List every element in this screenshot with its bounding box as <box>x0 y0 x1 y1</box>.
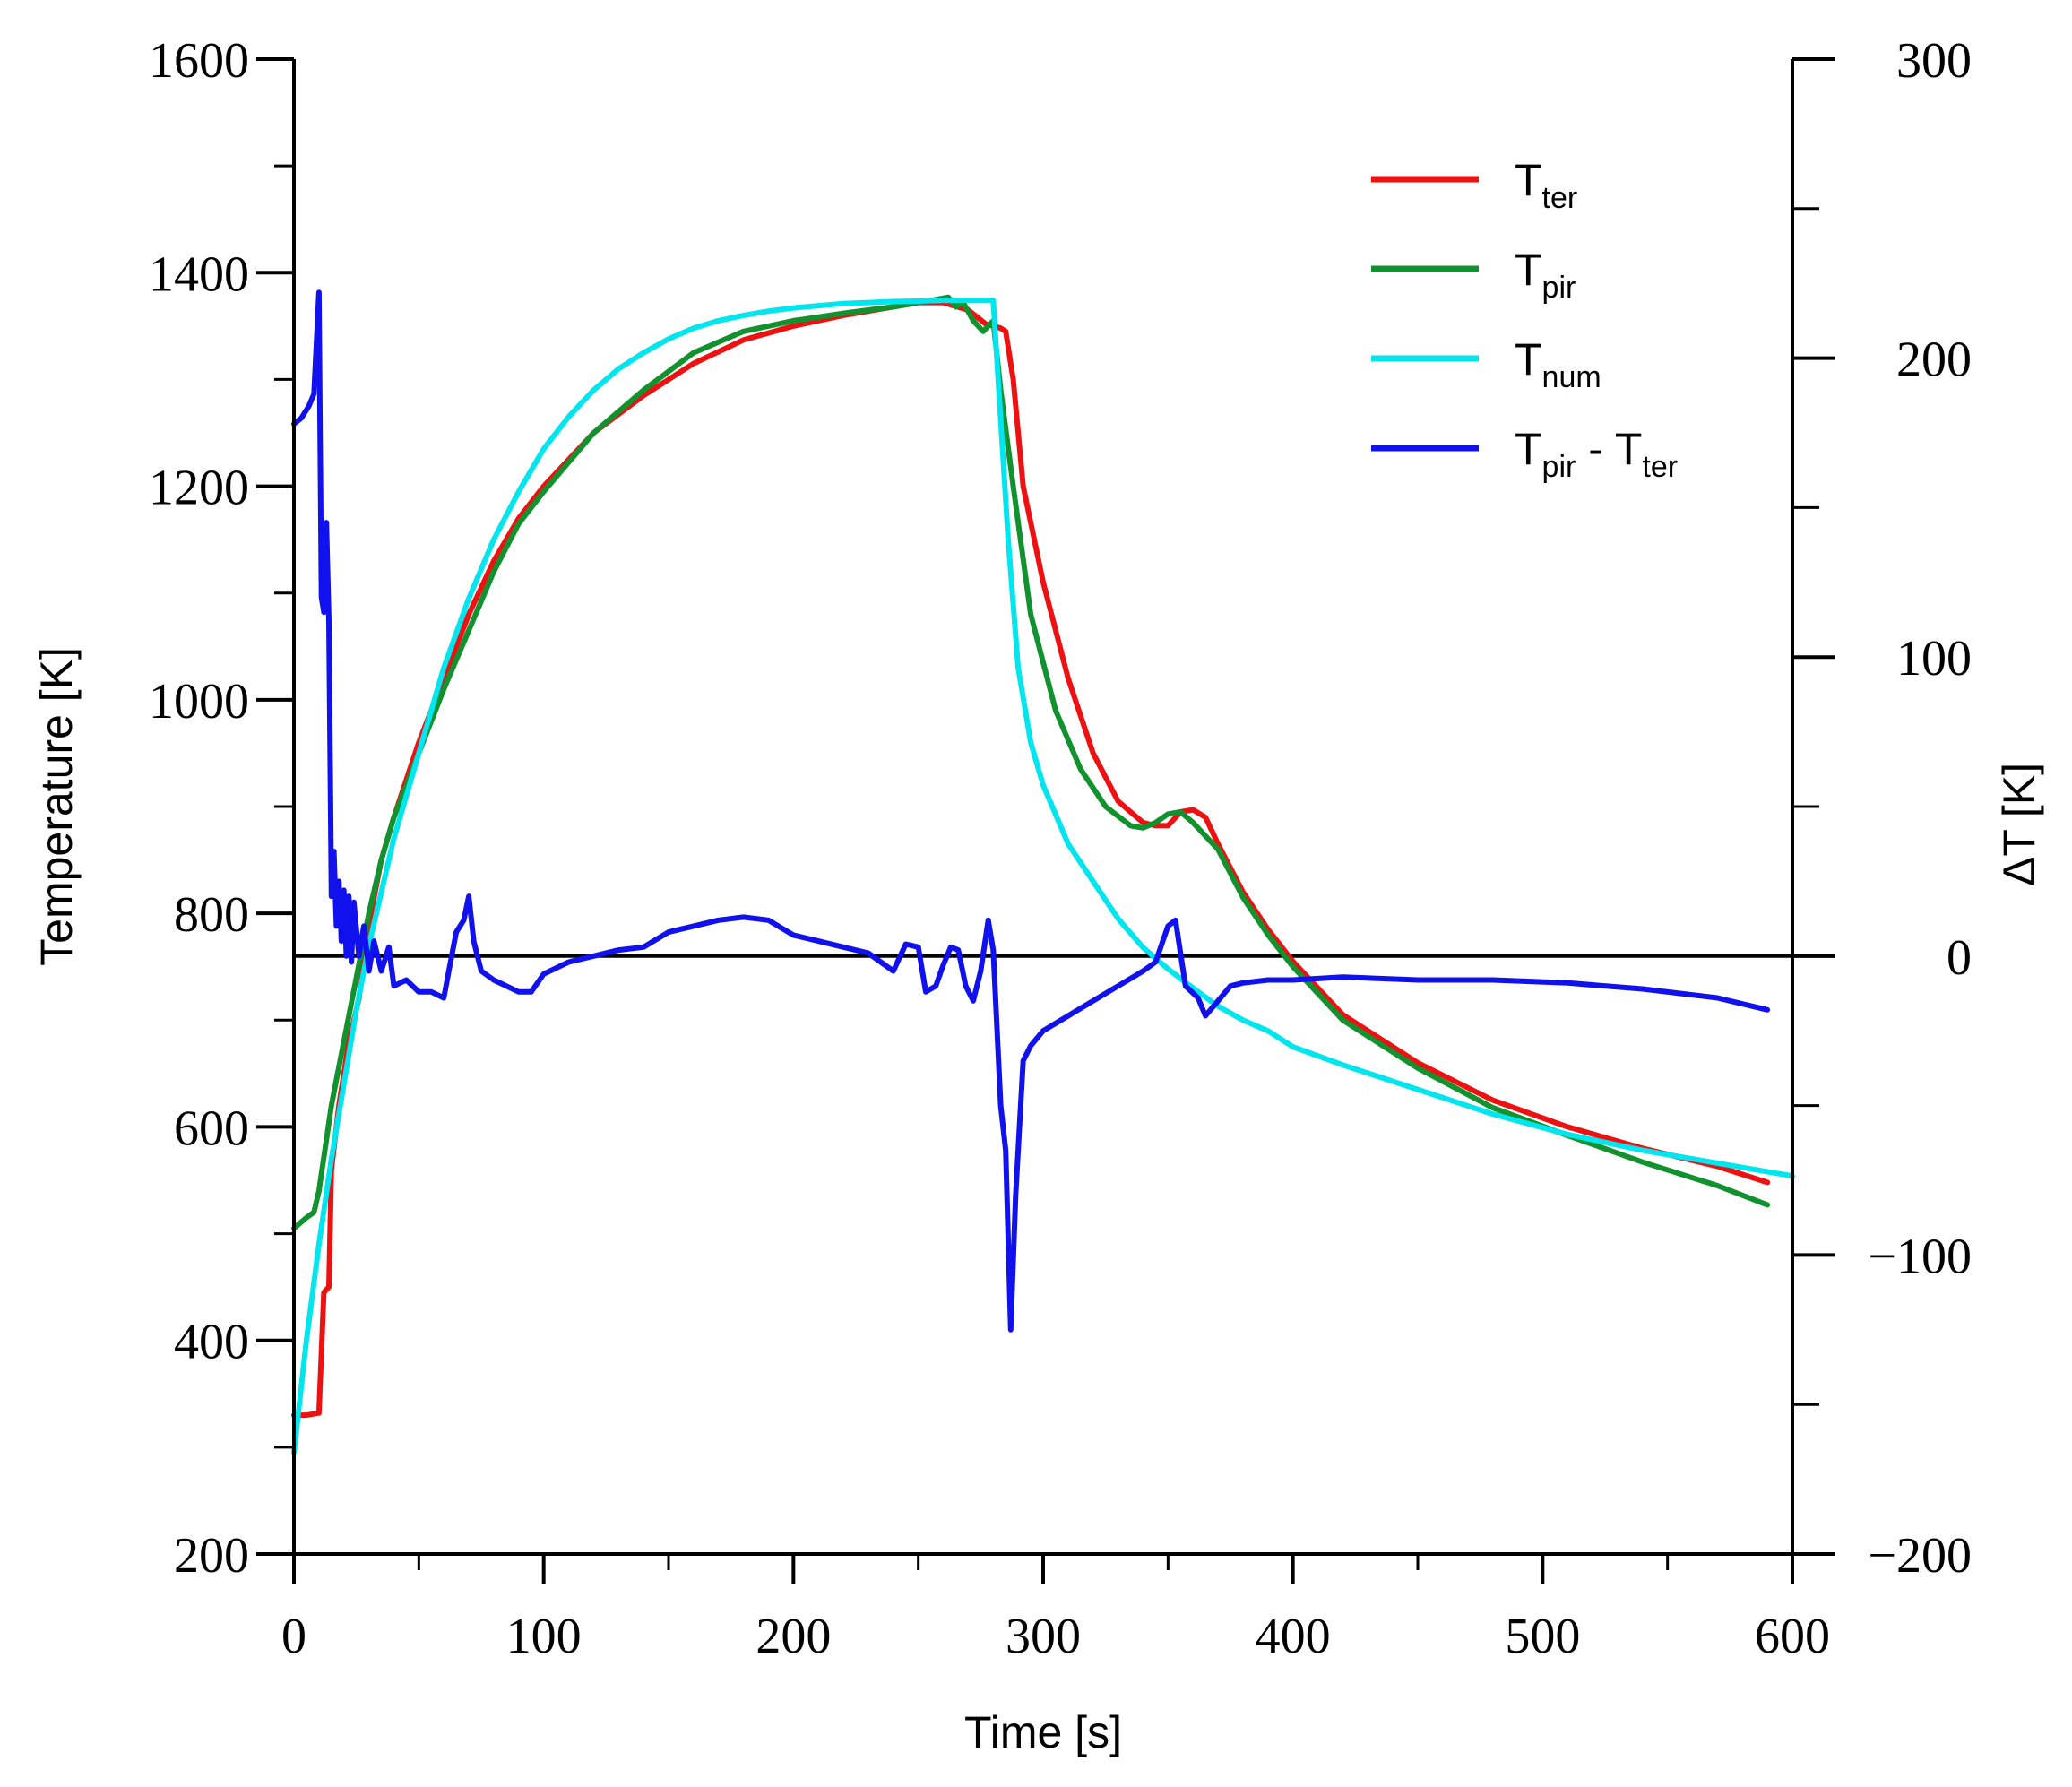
y-left-tick-label: 600 <box>174 1101 249 1156</box>
y-left-tick-label: 200 <box>174 1528 249 1584</box>
y-right-tick-label: 0 <box>1947 930 1972 986</box>
x-tick-label: 200 <box>755 1609 831 1664</box>
legend-label: Tpir - Tter <box>1515 424 1678 484</box>
y-left-tick-label: 1200 <box>149 461 249 516</box>
x-tick-label: 0 <box>281 1609 306 1664</box>
y-left-tick-label: 1600 <box>149 33 249 89</box>
ticks-layer: 0 100 200 300 400 500 600200400600800100012001… <box>149 33 1972 1664</box>
legend-label: Tnum <box>1515 334 1601 394</box>
y-axis-label-right: ΔT [K] <box>1994 763 2044 886</box>
series-layer <box>291 289 1795 1455</box>
y-left-tick-label: 1000 <box>149 674 249 729</box>
x-tick-label: 500 <box>1505 1609 1580 1664</box>
x-axis-label: Time [s] <box>964 1707 1122 1757</box>
y-right-tick-label: −100 <box>1868 1229 1972 1284</box>
x-tick-label: 400 <box>1256 1609 1331 1664</box>
y-left-tick-label: 400 <box>174 1315 249 1370</box>
series-line-t-pir-t-ter <box>291 289 1771 1333</box>
legend-label: Tpir <box>1515 245 1576 305</box>
y-left-tick-label: 1400 <box>149 246 249 302</box>
y-right-tick-label: −200 <box>1868 1528 1972 1584</box>
y-right-tick-label: 300 <box>1896 33 1972 89</box>
x-tick-label: 300 <box>1006 1609 1081 1664</box>
series-line-t-num <box>291 298 1795 1455</box>
series-line-t-pir <box>291 294 1771 1231</box>
legend-label: Tter <box>1515 155 1577 215</box>
legend: Tter Tpir Tnum Tpir - Tter <box>1371 155 1678 484</box>
x-tick-label: 600 <box>1755 1609 1830 1664</box>
y-left-tick-label: 800 <box>174 887 249 943</box>
y-right-tick-label: 100 <box>1896 631 1972 686</box>
y-right-tick-label: 200 <box>1896 332 1972 388</box>
x-tick-label: 100 <box>506 1609 582 1664</box>
y-axis-label-left: Temperature [K] <box>31 647 82 966</box>
